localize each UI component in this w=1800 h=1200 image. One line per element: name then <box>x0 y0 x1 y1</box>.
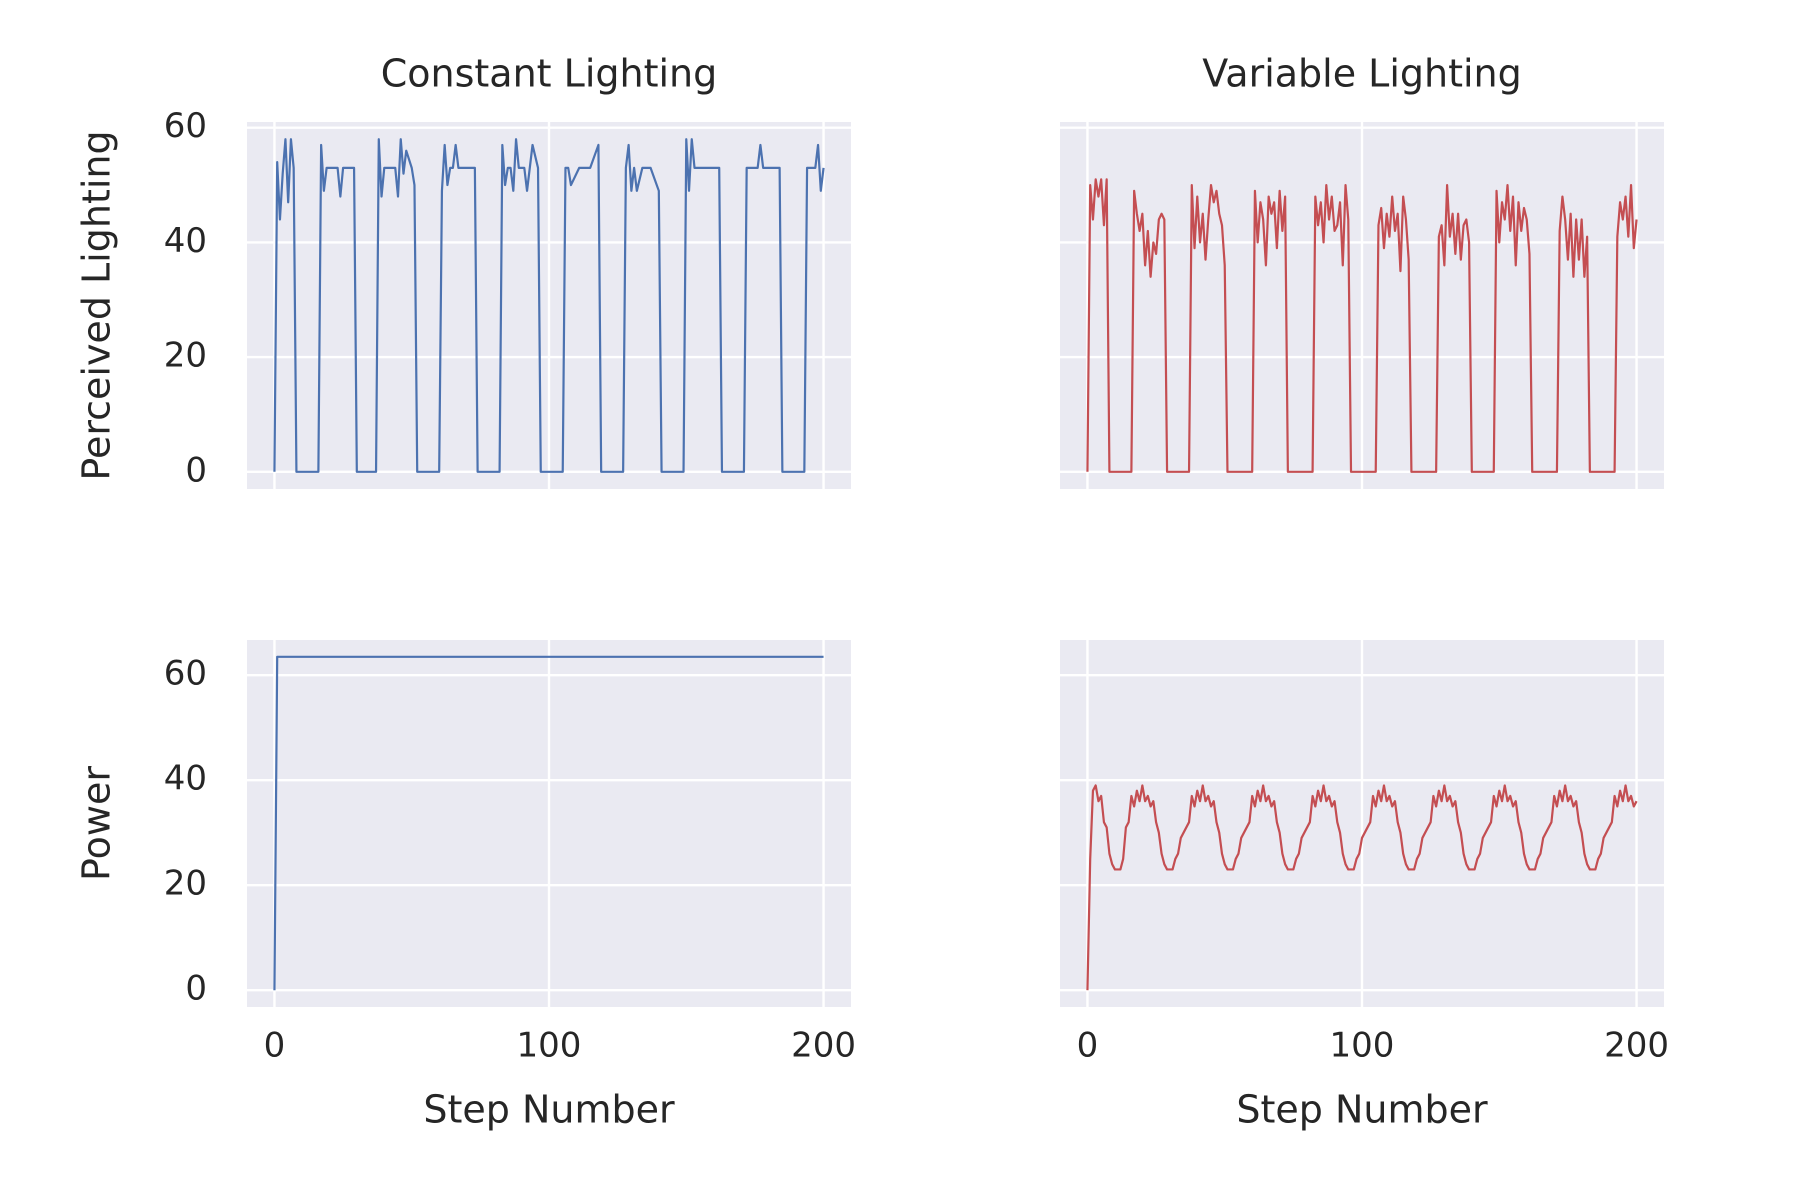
subplot-title: Variable Lighting <box>1202 52 1522 96</box>
x-axis-label: Step Number <box>1236 1088 1488 1132</box>
y-axis-label: Power <box>75 766 119 881</box>
subplot-title: Constant Lighting <box>381 52 718 96</box>
y-axis-label: Perceived Lighting <box>75 130 119 480</box>
y-tick-label: 20 <box>164 864 207 904</box>
data-line <box>273 655 824 991</box>
x-tick-label: 0 <box>264 1026 286 1066</box>
y-tick-label: 0 <box>185 450 207 490</box>
x-axis-label: Step Number <box>423 1088 675 1132</box>
x-tick-label: 100 <box>1330 1026 1395 1066</box>
x-tick-label: 200 <box>1604 1026 1669 1066</box>
y-tick-label: 20 <box>164 336 207 376</box>
x-tick-label: 100 <box>517 1026 582 1066</box>
data-line <box>1086 178 1638 473</box>
y-tick-label: 40 <box>164 759 207 799</box>
x-tick-label: 0 <box>1077 1026 1099 1066</box>
data-line <box>273 138 825 473</box>
data-line <box>1086 784 1638 991</box>
y-tick-label: 40 <box>164 221 207 261</box>
y-tick-label: 60 <box>164 106 207 146</box>
y-tick-label: 0 <box>185 969 207 1009</box>
y-tick-label: 60 <box>164 654 207 694</box>
x-tick-label: 200 <box>791 1026 856 1066</box>
